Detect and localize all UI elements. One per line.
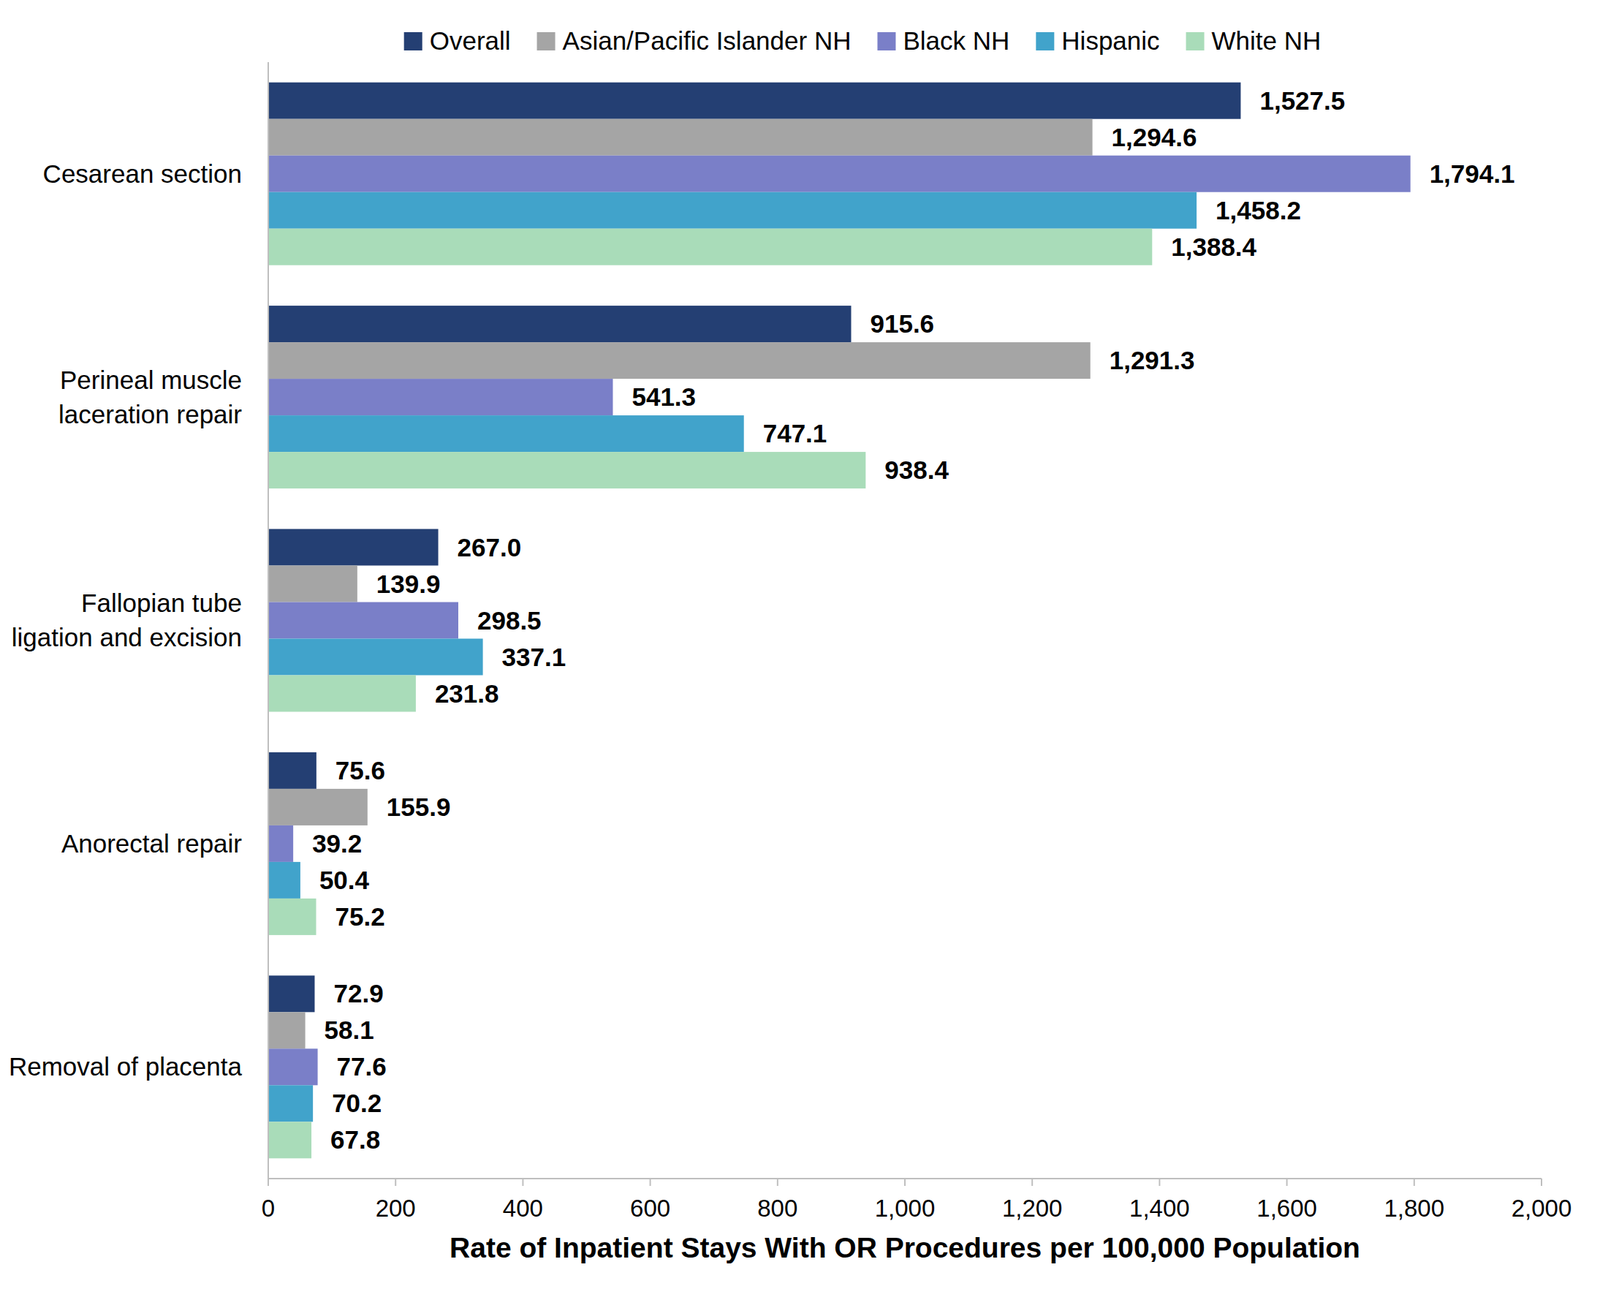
- legend-label: White NH: [1211, 26, 1322, 55]
- bar: [268, 192, 1197, 229]
- category-label: Anorectal repair: [61, 828, 242, 858]
- chart: 1,527.5 915.6 267.0 75.6 72.9 1,294.6 1,291.3 1…: [0, 0, 1600, 1289]
- bar: [268, 1084, 313, 1122]
- data-label: 77.6: [336, 1051, 387, 1081]
- bar: [268, 228, 1152, 266]
- bar: [268, 415, 745, 452]
- data-label: 75.6: [335, 755, 386, 785]
- data-label: 231.8: [434, 679, 500, 708]
- data-label: 541.3: [631, 382, 696, 411]
- tick-label: 0: [261, 1194, 275, 1222]
- bar: [268, 155, 1411, 193]
- legend: Overall Asian/Pacific Islander NH Black NH…: [404, 26, 1322, 55]
- legend-swatch: [537, 32, 556, 51]
- data-label: 72.9: [333, 978, 384, 1008]
- legend-swatch: [404, 32, 423, 51]
- legend-swatch: [1035, 32, 1054, 51]
- data-label: 1,388.4: [1170, 232, 1257, 261]
- data-label: 1,291.3: [1109, 345, 1196, 375]
- bar: [268, 825, 294, 862]
- legend-swatch: [1186, 32, 1205, 51]
- bar: [268, 451, 866, 489]
- data-label: 1,527.5: [1259, 86, 1345, 115]
- bar: [268, 602, 459, 639]
- bar: [268, 675, 416, 712]
- tick-mark: [1540, 1178, 1543, 1186]
- tick-mark: [1286, 1178, 1288, 1186]
- tick-mark: [1413, 1178, 1416, 1186]
- data-label: 337.1: [502, 642, 567, 671]
- data-label: 1,794.1: [1429, 159, 1516, 188]
- data-label: 50.4: [319, 865, 370, 894]
- data-label: 70.2: [331, 1088, 382, 1117]
- bar: [268, 898, 316, 935]
- bar: [268, 529, 439, 566]
- bar: [268, 378, 613, 416]
- tick-label: 1,600: [1256, 1194, 1318, 1222]
- data-label: 915.6: [869, 309, 935, 338]
- bar: [268, 788, 368, 826]
- bars: [268, 82, 1411, 1159]
- bar: [268, 305, 851, 343]
- bar: [268, 82, 1241, 120]
- data-label: 938.4: [884, 455, 949, 484]
- bar: [268, 861, 301, 899]
- data-label: 155.9: [386, 792, 451, 821]
- category-label: Fallopian tubeligation and excision: [11, 588, 242, 652]
- bar: [268, 342, 1091, 379]
- category-label: Removal of placenta: [8, 1051, 243, 1081]
- tick-mark: [649, 1178, 652, 1186]
- bar: [268, 119, 1093, 156]
- bar: [268, 1121, 312, 1158]
- tick-mark: [267, 1178, 269, 1186]
- data-label: 58.1: [324, 1015, 375, 1044]
- legend-label: Asian/Pacific Islander NH: [562, 26, 852, 55]
- bar: [268, 638, 484, 676]
- tick-label: 800: [757, 1194, 798, 1222]
- data-label: 139.9: [376, 569, 441, 598]
- legend-label: Overall: [429, 26, 511, 55]
- tick-label: 400: [502, 1194, 544, 1222]
- data-label: 1,458.2: [1215, 195, 1302, 225]
- bar: [268, 752, 317, 789]
- tick-label: 2,000: [1511, 1194, 1573, 1222]
- data-label: 39.2: [312, 828, 362, 858]
- data-label: 67.8: [330, 1124, 381, 1154]
- tick-label: 1,200: [1002, 1194, 1063, 1222]
- tick-label: 1,800: [1384, 1194, 1446, 1222]
- y-axis-line: [267, 62, 269, 1179]
- legend-label: Black NH: [902, 26, 1010, 55]
- data-label: 298.5: [477, 605, 542, 635]
- axis-title: Rate of Inpatient Stays With OR Procedur…: [449, 1231, 1361, 1264]
- bar: [268, 975, 315, 1012]
- bar: [268, 1011, 306, 1049]
- tick-mark: [394, 1178, 397, 1186]
- tick-mark: [521, 1178, 524, 1186]
- bar: [268, 565, 358, 603]
- data-label: 1,294.6: [1111, 122, 1198, 152]
- data-label: 747.1: [763, 418, 828, 448]
- data-label: 267.0: [457, 532, 522, 562]
- legend-label: Hispanic: [1061, 26, 1160, 55]
- tick-label: 600: [630, 1194, 671, 1222]
- data-label: 75.2: [334, 901, 385, 931]
- tick-label: 200: [375, 1194, 416, 1222]
- bar: [268, 1048, 318, 1085]
- tick-label: 1,400: [1129, 1194, 1190, 1222]
- legend-swatch: [877, 32, 896, 51]
- tick-mark: [904, 1178, 906, 1186]
- tick-mark: [1158, 1178, 1160, 1186]
- tick-mark: [1031, 1178, 1033, 1186]
- tick-label: 1,000: [874, 1194, 936, 1222]
- category-label: Cesarean section: [43, 159, 242, 188]
- data-labels: 1,527.5 915.6 267.0 75.6 72.9 1,294.6 1,291.3 1…: [312, 86, 1515, 1155]
- category-label: Perineal musclelaceration repair: [58, 365, 242, 429]
- tick-mark: [776, 1178, 779, 1186]
